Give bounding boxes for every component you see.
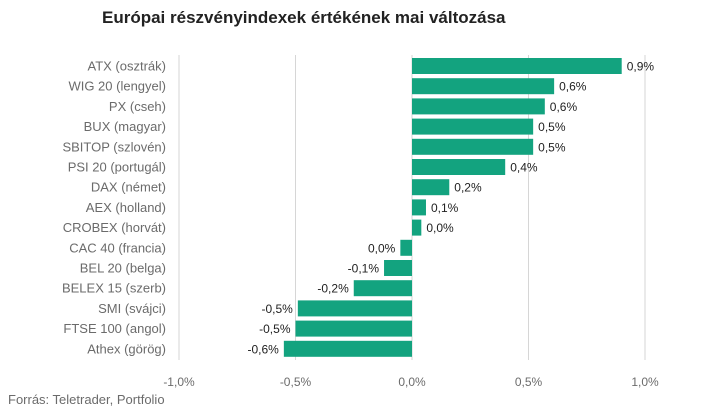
bar xyxy=(384,260,412,276)
category-label: FTSE 100 (angol) xyxy=(63,321,166,336)
category-label: CAC 40 (francia) xyxy=(69,240,166,255)
value-label: 0,0% xyxy=(426,221,454,235)
value-label: 0,5% xyxy=(538,140,566,154)
category-label: Athex (görög) xyxy=(87,341,166,356)
category-label: WIG 20 (lengyel) xyxy=(68,79,166,94)
category-label: BELEX 15 (szerb) xyxy=(62,281,166,296)
value-label: 0,2% xyxy=(454,181,482,195)
bar xyxy=(412,179,450,196)
bar xyxy=(295,320,412,337)
chart-title: Európai részvényindexek értékének mai vá… xyxy=(102,8,506,27)
category-label: SBITOP (szlovén) xyxy=(62,139,166,154)
bar xyxy=(283,340,412,357)
source-note: Forrás: Teletrader, Portfolio xyxy=(8,392,165,407)
value-label: 0,9% xyxy=(627,60,655,74)
value-label: -0,2% xyxy=(317,282,349,296)
bar xyxy=(412,58,622,74)
bar xyxy=(412,118,534,135)
value-label: 0,6% xyxy=(559,80,587,94)
x-axis-ticks: -1,0% -0,5% 0,0% 0,5% 1,0% xyxy=(163,375,659,389)
x-tick-label: 1,0% xyxy=(631,375,659,389)
value-label: 0,4% xyxy=(510,161,538,175)
bar xyxy=(400,239,412,256)
value-label: -0,5% xyxy=(261,302,293,316)
value-label: -0,6% xyxy=(247,342,279,356)
bar xyxy=(412,78,555,95)
category-label: DAX (német) xyxy=(91,180,166,195)
bar xyxy=(297,300,412,317)
value-label: 0,5% xyxy=(538,120,566,134)
value-label: -0,1% xyxy=(348,262,380,276)
bar xyxy=(412,98,545,115)
category-label: SMI (svájci) xyxy=(98,301,166,316)
bar xyxy=(353,280,412,297)
category-label: CROBEX (horvát) xyxy=(63,220,166,235)
category-label: BEL 20 (belga) xyxy=(80,261,166,276)
x-tick-label: -0,5% xyxy=(280,375,312,389)
x-tick-label: -1,0% xyxy=(163,375,195,389)
bar-chart: ATX (osztrák) WIG 20 (lengyel) PX (cseh) BU… xyxy=(62,55,659,389)
value-label: 0,1% xyxy=(431,201,459,215)
category-label: AEX (holland) xyxy=(86,200,166,215)
bar xyxy=(412,199,426,216)
category-label: PX (cseh) xyxy=(109,99,166,114)
category-label: PSI 20 (portugál) xyxy=(68,160,166,175)
value-labels: 0,9%0,6%0,6%0,5%0,5%0,4%0,2%0,1%0,0%0,0%… xyxy=(247,60,654,357)
category-labels: ATX (osztrák) WIG 20 (lengyel) PX (cseh) BU… xyxy=(62,59,166,357)
category-label: ATX (osztrák) xyxy=(88,59,167,74)
category-label: BUX (magyar) xyxy=(84,119,166,134)
value-label: -0,5% xyxy=(259,322,291,336)
value-label: 0,6% xyxy=(550,100,578,114)
x-tick-label: 0,5% xyxy=(515,375,543,389)
bar xyxy=(412,138,534,155)
value-label: 0,0% xyxy=(368,241,396,255)
bar xyxy=(412,219,422,236)
bars xyxy=(283,58,622,357)
bar xyxy=(412,159,506,175)
x-tick-label: 0,0% xyxy=(398,375,426,389)
